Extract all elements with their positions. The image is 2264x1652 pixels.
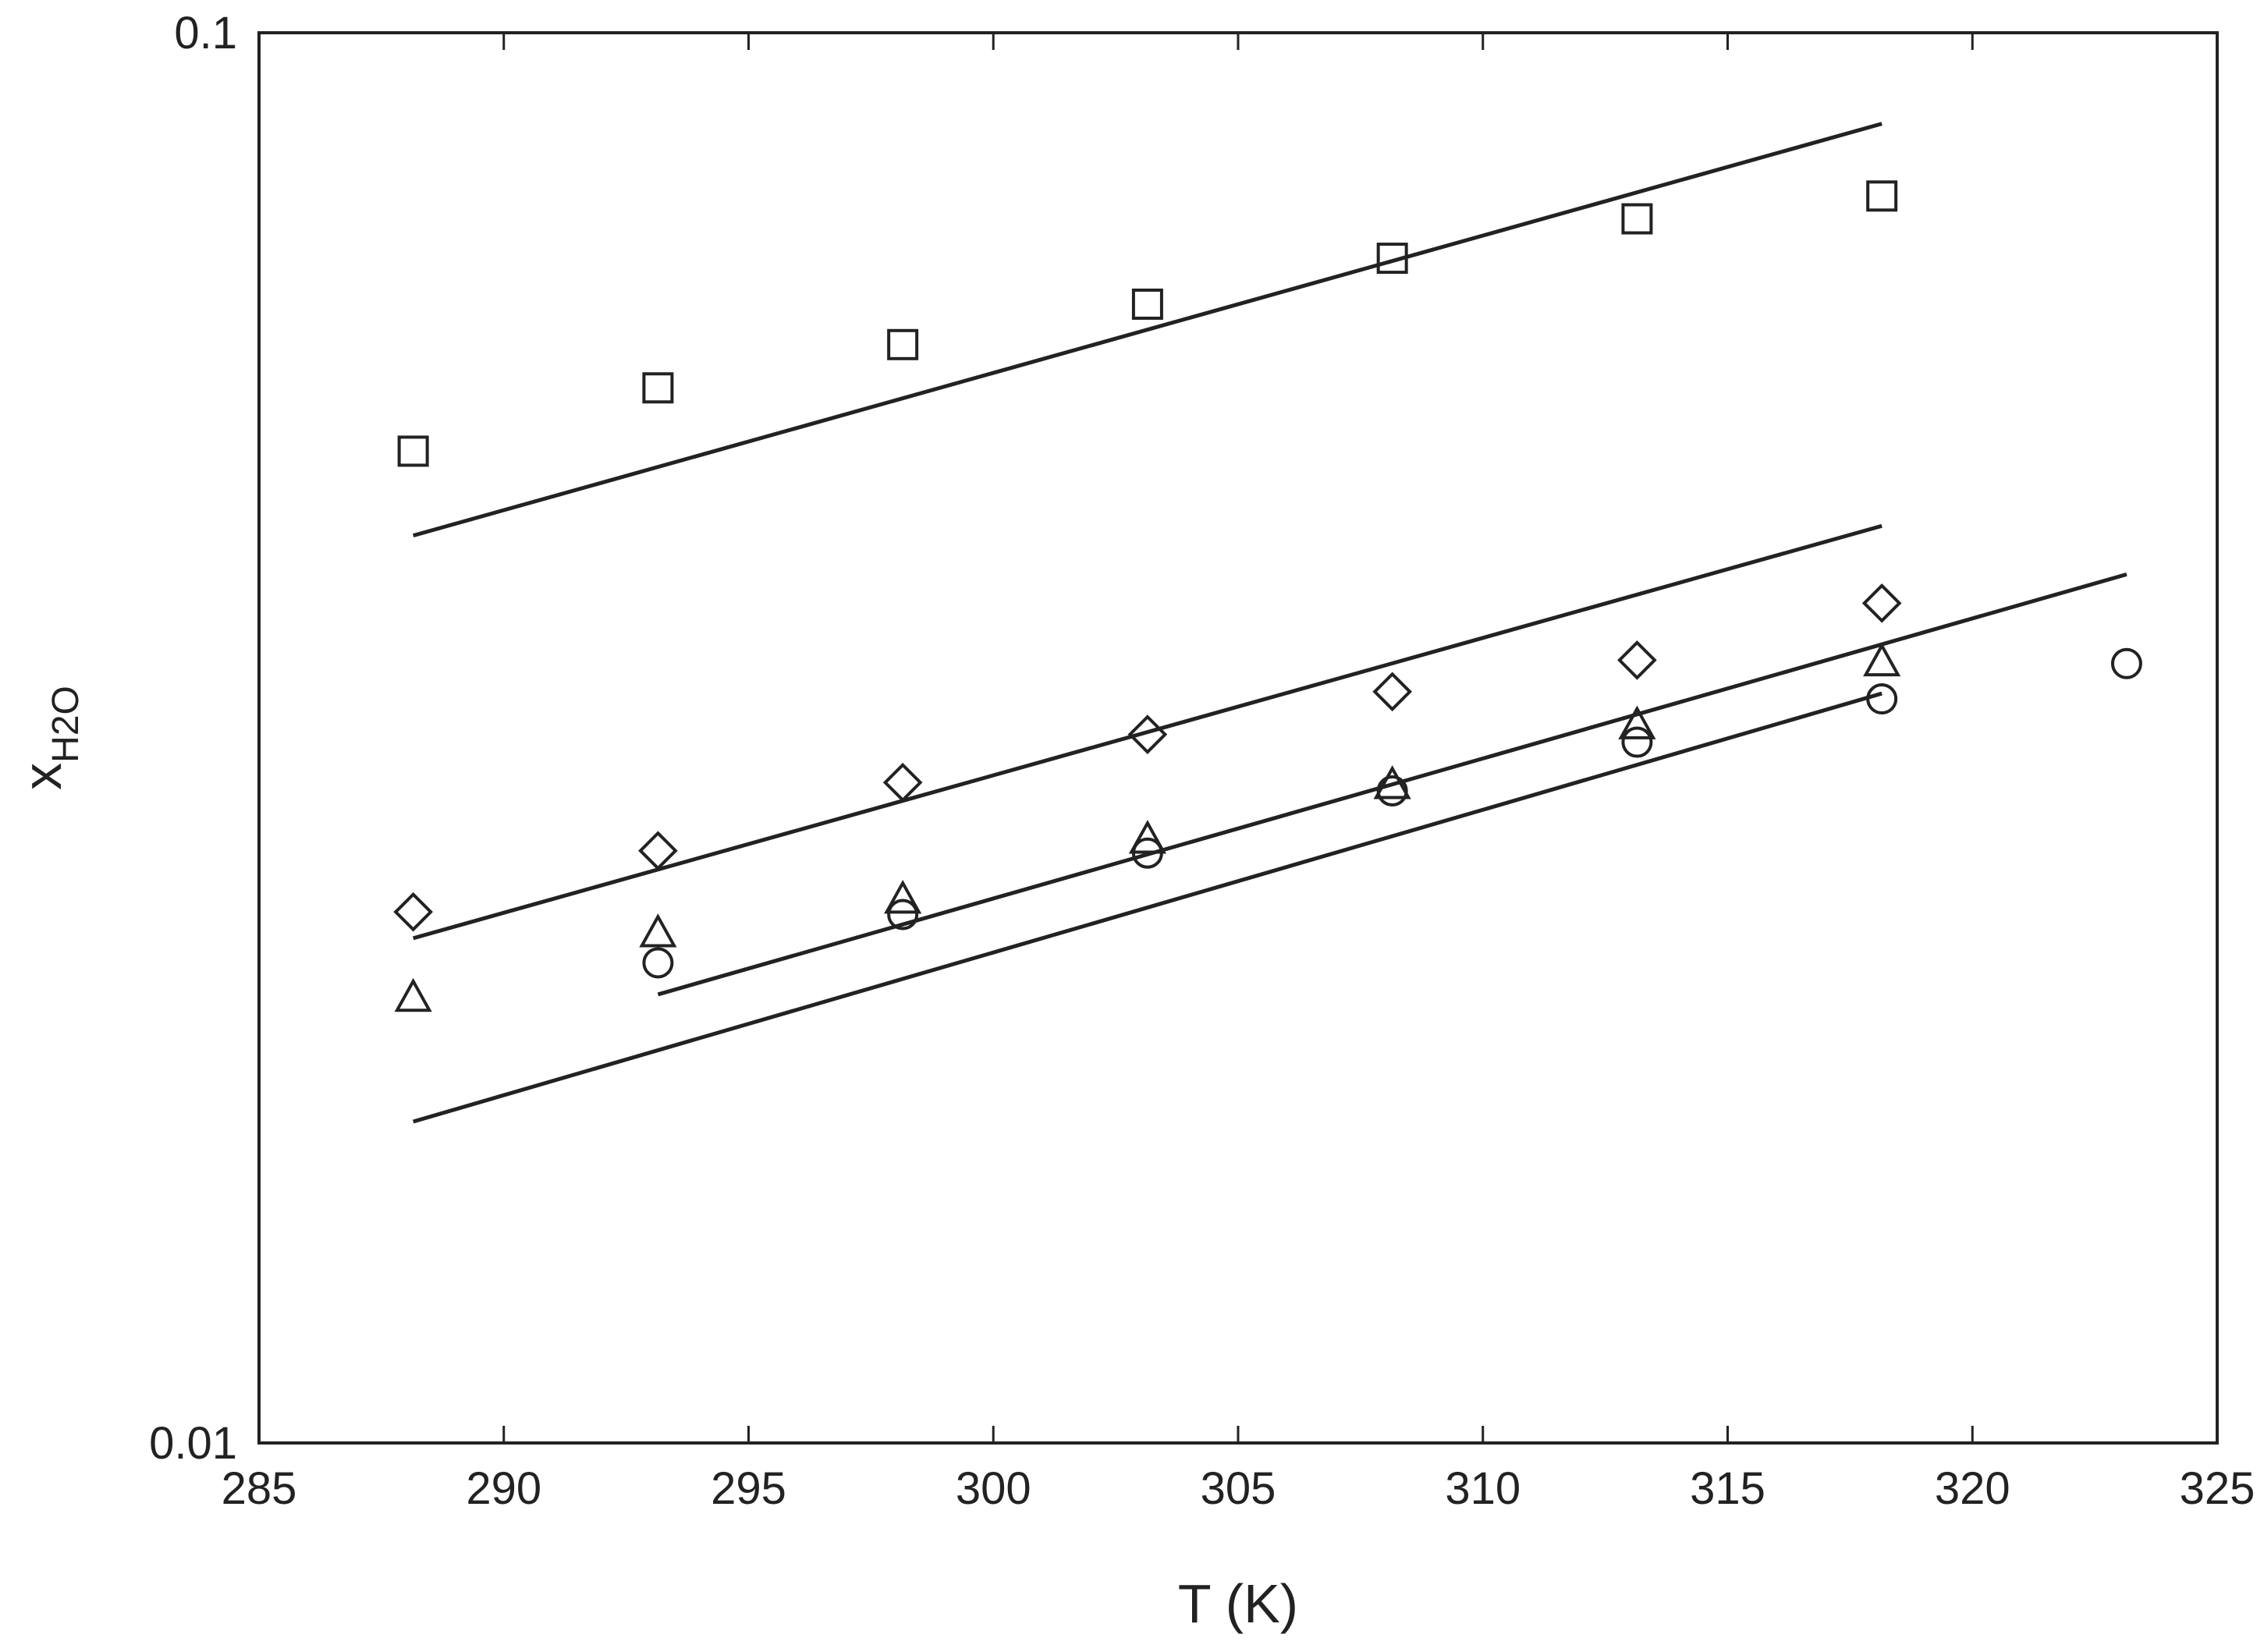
- data-markers: [393, 180, 2142, 1012]
- diamond-marker: [393, 892, 433, 932]
- square-marker: [397, 435, 429, 467]
- x-tick-label: 315: [1690, 1463, 1765, 1514]
- diamond-marker: [1861, 583, 1902, 623]
- y-axis-title-main: x: [12, 763, 73, 790]
- x-tick-label: 325: [2180, 1463, 2255, 1514]
- square-marker: [1621, 203, 1653, 235]
- x-tick-label: 310: [1445, 1463, 1521, 1514]
- triangle-marker: [1128, 820, 1167, 854]
- square-marker: [1131, 288, 1163, 320]
- x-tick-label: 320: [1935, 1463, 2010, 1514]
- circle-marker: [2110, 647, 2142, 679]
- fit-line-circle: [412, 691, 1883, 1124]
- circle-marker: [1866, 683, 1898, 715]
- x-axis-ticks: 285 290 295 300 305 310 315 320 325: [222, 33, 2255, 1514]
- square-marker: [642, 372, 674, 404]
- x-tick-label: 305: [1201, 1463, 1276, 1514]
- circle-marker: [887, 899, 919, 931]
- plot-frame: [257, 31, 2219, 1445]
- circle-marker: [1376, 775, 1408, 807]
- diamond-marker: [638, 831, 678, 871]
- diamond-marker: [1127, 714, 1168, 754]
- triangle-marker: [884, 880, 922, 914]
- x-tick-label: 290: [466, 1463, 541, 1514]
- y-tick-label: 0.01: [149, 1418, 237, 1469]
- circle-marker: [1621, 726, 1653, 758]
- y-axis-title: xH2O: [12, 686, 87, 790]
- x-tick-label: 300: [956, 1463, 1031, 1514]
- y-axis-title-sub: H2O: [45, 686, 87, 763]
- diamond-marker: [1372, 672, 1412, 712]
- triangle-marker: [639, 913, 677, 948]
- triangle-marker: [1618, 705, 1656, 739]
- y-axis-ticks: 0.01 0.1: [149, 8, 276, 1469]
- circle-marker: [642, 947, 674, 979]
- square-marker: [887, 328, 919, 360]
- fit-line-square: [412, 122, 1883, 538]
- y-tick-label: 0.1: [174, 8, 237, 58]
- fit-line-diamond: [412, 523, 1883, 941]
- x-axis-title: T (K): [1178, 1573, 1298, 1634]
- x-tick-label: 285: [222, 1463, 297, 1514]
- fit-line-triangle: [657, 572, 2127, 997]
- diamond-marker: [882, 762, 923, 803]
- square-marker: [1866, 180, 1898, 212]
- circle-marker: [1131, 837, 1163, 869]
- triangle-marker: [1373, 765, 1411, 799]
- x-tick-label: 295: [711, 1463, 786, 1514]
- triangle-marker: [1863, 642, 1901, 677]
- square-marker: [1376, 243, 1408, 275]
- triangle-marker: [394, 977, 432, 1012]
- diamond-marker: [1617, 640, 1657, 680]
